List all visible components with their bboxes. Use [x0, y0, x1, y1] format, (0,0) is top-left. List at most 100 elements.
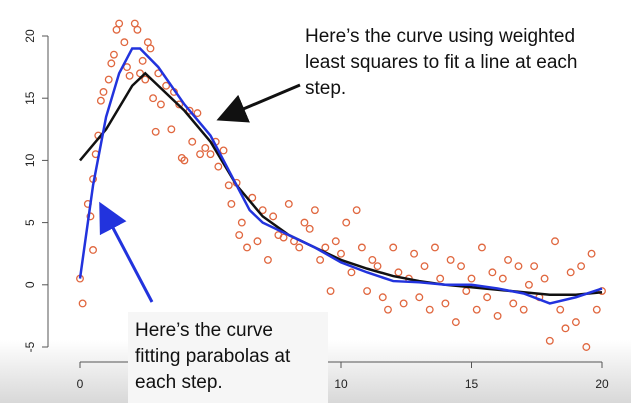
point: [331, 237, 340, 246]
point: [326, 287, 335, 295]
plot: -50510152005101520: [23, 19, 609, 391]
point: [316, 255, 325, 264]
point: [514, 262, 523, 271]
point: [592, 305, 601, 314]
point: [524, 280, 533, 289]
point: [185, 106, 194, 115]
point: [89, 246, 97, 254]
arrow: [99, 201, 154, 303]
point: [530, 262, 539, 271]
point: [243, 243, 251, 252]
point: [425, 305, 434, 314]
point: [214, 162, 223, 171]
point: [235, 231, 244, 239]
point: [399, 299, 408, 308]
point: [175, 100, 184, 109]
x-tick-label: 0: [77, 377, 84, 391]
point: [149, 94, 158, 103]
point: [389, 243, 398, 252]
point: [188, 137, 197, 146]
point: [342, 218, 351, 227]
y-tick-label: 0: [23, 281, 37, 288]
point: [357, 243, 366, 252]
point: [368, 255, 377, 264]
point: [248, 193, 257, 202]
point: [509, 299, 518, 308]
point: [415, 293, 424, 302]
point: [556, 305, 565, 314]
point: [115, 19, 124, 28]
point: [146, 44, 155, 53]
point: [551, 237, 559, 246]
point: [420, 262, 429, 271]
point: [446, 255, 455, 264]
point: [78, 299, 87, 308]
point: [587, 249, 596, 258]
point: [269, 212, 278, 221]
point: [258, 206, 267, 215]
point: [109, 50, 118, 59]
point: [224, 181, 233, 190]
point: [410, 249, 419, 258]
point: [477, 243, 486, 252]
point: [457, 262, 466, 271]
point: [373, 262, 382, 271]
point: [321, 243, 330, 252]
point: [545, 336, 554, 345]
y-tick-label: 5: [23, 219, 37, 226]
point: [125, 71, 134, 80]
annotation: fitting parabolas at: [135, 346, 291, 367]
point: [347, 268, 356, 277]
point: [279, 233, 288, 242]
point: [295, 243, 304, 252]
point: [540, 274, 549, 283]
point: [151, 127, 160, 136]
point: [451, 318, 460, 327]
point: [138, 56, 147, 65]
y-tick-label: 10: [23, 153, 37, 167]
point: [310, 206, 319, 215]
point: [120, 38, 129, 47]
annotation: each step.: [135, 372, 223, 393]
point: [104, 75, 113, 84]
point: [472, 305, 481, 314]
annotations: Here’s the curve using weighted least squ…: [135, 26, 578, 393]
point: [300, 218, 309, 227]
point: [237, 218, 246, 227]
point: [561, 324, 570, 333]
annotation: Here’s the curve: [135, 320, 273, 341]
point: [156, 100, 165, 109]
point: [284, 199, 293, 208]
point: [363, 287, 372, 295]
point: [227, 199, 236, 208]
point: [577, 262, 586, 271]
point: [571, 318, 580, 327]
point: [436, 274, 445, 283]
point: [431, 243, 439, 252]
point: [384, 305, 392, 314]
point: [107, 59, 116, 68]
point: [467, 274, 476, 283]
point: [566, 268, 575, 277]
point: [141, 75, 150, 84]
point: [133, 25, 142, 34]
x-tick-label: 10: [334, 377, 348, 391]
point: [488, 268, 497, 277]
point: [462, 287, 471, 295]
point: [196, 150, 205, 159]
y-tick-label: 20: [23, 29, 37, 43]
point: [498, 274, 507, 283]
point: [378, 293, 387, 302]
annotation: Here’s the curve using weighted: [305, 26, 575, 47]
point: [193, 109, 202, 118]
point: [519, 305, 528, 314]
annotation: step.: [305, 78, 346, 99]
annotation-box: [128, 312, 328, 403]
point: [394, 268, 403, 277]
point: [219, 146, 228, 155]
x-tick-label: 15: [465, 377, 479, 391]
point: [167, 125, 176, 134]
point: [201, 144, 210, 152]
